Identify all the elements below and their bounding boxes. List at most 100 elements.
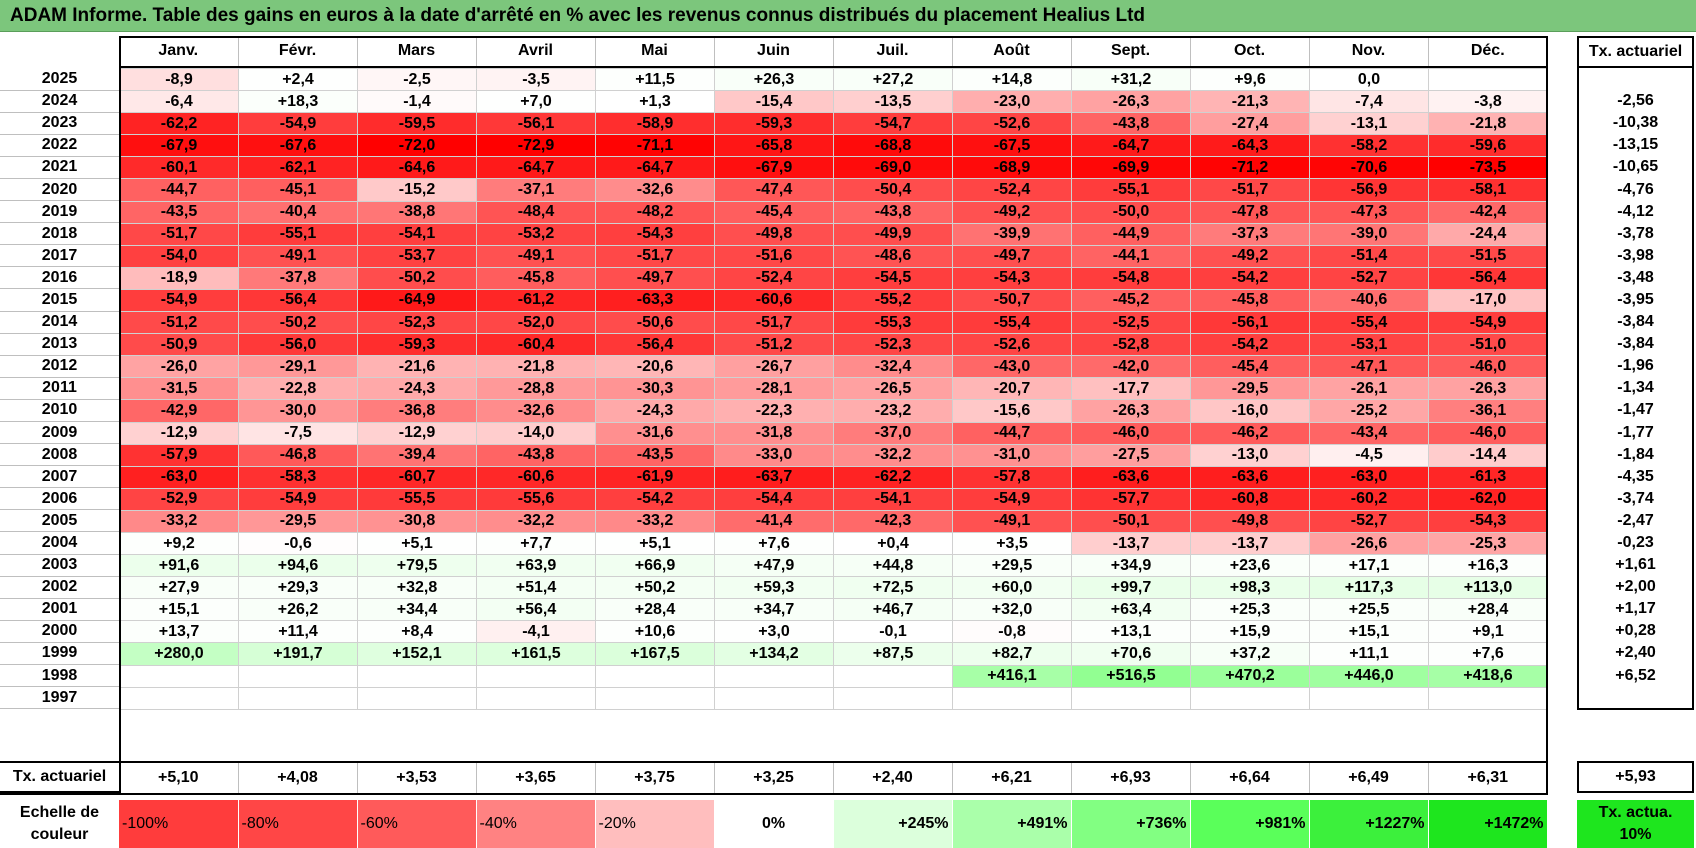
- month-header-5: Mai: [595, 36, 715, 68]
- gain-cell: -17,7: [1071, 377, 1191, 401]
- gain-cell: +11,4: [238, 620, 358, 644]
- total-rate-cell: +6,49: [1309, 761, 1429, 793]
- gain-cell: +31,2: [1071, 67, 1191, 92]
- gain-cell: -56,0: [238, 333, 358, 357]
- gain-cell: [238, 664, 358, 688]
- table-row: -42,9 -30,0 -36,8 -32,6 -24,3 -22,3 -23,2 -15,6…: [119, 399, 1548, 423]
- gain-cell: -54,3: [595, 222, 715, 246]
- gain-cell: +25,3: [1190, 598, 1310, 622]
- legend-swatch: -60%: [357, 800, 477, 848]
- gain-cell: -4,1: [476, 620, 596, 644]
- gain-cell: +87,5: [833, 642, 953, 666]
- year-label: 2001: [0, 598, 119, 621]
- gain-cell: -42,4: [1428, 200, 1548, 224]
- gain-cell: [1428, 67, 1548, 92]
- gain-cell: +9,1: [1428, 620, 1548, 644]
- gain-cell: -55,4: [952, 311, 1072, 335]
- gain-cell: +280,0: [119, 642, 239, 666]
- gain-cell: -60,2: [1309, 487, 1429, 511]
- year-label: 2012: [0, 355, 119, 378]
- gain-cell: -14,0: [476, 421, 596, 445]
- gain-cell: -12,9: [357, 421, 477, 445]
- table-row: -6,4 +18,3 -1,4 +7,0 +1,3 -15,4 -13,5 -23,0 -26,…: [119, 90, 1548, 114]
- color-scale-legend: -100% -80% -60% -40% -20% 0% +245% +491% +736% +9…: [119, 800, 1548, 848]
- gain-cell: [119, 686, 239, 710]
- year-label: 2010: [0, 399, 119, 423]
- year-label: 2009: [0, 421, 119, 445]
- gain-cell: -31,6: [595, 421, 715, 445]
- gain-cell: +7,6: [1428, 642, 1548, 666]
- gain-cell: +3,5: [952, 531, 1072, 556]
- table-row: -63,0 -58,3 -60,7 -60,6 -61,9 -63,7 -62,2 -57,8…: [119, 465, 1548, 489]
- gain-cell: -54,9: [238, 112, 358, 136]
- gain-cell: -49,8: [1190, 509, 1310, 533]
- gain-cell: -65,8: [714, 134, 834, 158]
- actuarial-rate-cell: -3,84: [1577, 333, 1694, 356]
- gain-cell: +516,5: [1071, 664, 1191, 688]
- gain-cell: -58,9: [595, 112, 715, 136]
- gain-cell: [1071, 686, 1191, 710]
- gain-cell: +446,0: [1309, 664, 1429, 688]
- gain-cell: -54,4: [714, 487, 834, 511]
- gain-cell: -2,5: [357, 67, 477, 92]
- legend-swatch: -80%: [238, 800, 358, 848]
- month-header-row: Janv. Févr. Mars Avril Mai Juin Juil. Août Sept.…: [119, 36, 1547, 68]
- table-row: -54,0 -49,1 -53,7 -49,1 -51,7 -51,6 -48,6 -49,7…: [119, 244, 1548, 268]
- gain-cell: [357, 686, 477, 710]
- actuarial-rate-cell: -1,47: [1577, 399, 1694, 422]
- legend-label-box: Echelle de couleur: [0, 800, 119, 848]
- actuarial-rate-cell: +6,52: [1577, 664, 1694, 687]
- gain-cell: [595, 686, 715, 710]
- gain-cell: -51,4: [1309, 244, 1429, 268]
- gain-cell: +26,2: [238, 598, 358, 622]
- gain-cell: +1,3: [595, 90, 715, 114]
- gain-cell: [357, 664, 477, 688]
- gain-cell: +23,6: [1190, 554, 1310, 578]
- gain-cell: -22,3: [714, 399, 834, 423]
- gain-cell: -44,1: [1071, 244, 1191, 268]
- gain-cell: -60,6: [714, 288, 834, 313]
- year-label: 2025: [0, 68, 119, 91]
- gain-cell: +191,7: [238, 642, 358, 666]
- gain-cell: +28,4: [595, 598, 715, 622]
- gain-cell: +82,7: [952, 642, 1072, 666]
- actuarial-header-label: Tx. actuariel: [1577, 36, 1694, 68]
- gain-cell: +11,5: [595, 67, 715, 92]
- gain-cell: -47,1: [1309, 355, 1429, 379]
- legend-rate: Tx. actua. 10%: [1577, 800, 1694, 848]
- gain-cell: -25,2: [1309, 399, 1429, 423]
- gain-cell: -49,2: [952, 200, 1072, 224]
- legend-swatch: +491%: [952, 800, 1072, 848]
- table-row: -67,9 -67,6 -72,0 -72,9 -71,1 -65,8 -68,8 -67,5…: [119, 134, 1548, 158]
- gain-cell: -40,4: [238, 200, 358, 224]
- legend-label: Echelle de couleur: [0, 800, 119, 848]
- gain-cell: +60,0: [952, 576, 1072, 600]
- gain-cell: -69,0: [833, 156, 953, 180]
- gain-cell: +34,9: [1071, 554, 1191, 578]
- gain-cell: -40,6: [1309, 288, 1429, 313]
- gain-cell: -26,1: [1309, 377, 1429, 401]
- gain-cell: -50,7: [952, 288, 1072, 313]
- legend-swatch: +736%: [1071, 800, 1191, 848]
- gain-cell: -53,7: [357, 244, 477, 268]
- total-rate-cell: +3,75: [595, 761, 715, 793]
- year-label: 2024: [0, 90, 119, 113]
- gain-cell: +18,3: [238, 90, 358, 114]
- year-label: 2020: [0, 178, 119, 202]
- gain-cell: -21,8: [476, 355, 596, 379]
- gain-cell: -64,3: [1190, 134, 1310, 158]
- gain-cell: [714, 664, 834, 688]
- gain-cell: [238, 686, 358, 710]
- year-label: 2022: [0, 134, 119, 157]
- gain-cell: +29,3: [238, 576, 358, 600]
- gain-cell: -59,3: [357, 333, 477, 357]
- gain-cell: -39,9: [952, 222, 1072, 246]
- year-label: 2013: [0, 333, 119, 356]
- actuarial-rate-cell: +2,40: [1577, 642, 1694, 665]
- gain-cell: -67,6: [238, 134, 358, 158]
- main-frame: [119, 36, 1548, 795]
- gain-cell: -3,8: [1428, 90, 1548, 114]
- year-label: 2002: [0, 576, 119, 599]
- table-row: [119, 686, 1548, 710]
- gain-cell: -63,6: [1190, 465, 1310, 489]
